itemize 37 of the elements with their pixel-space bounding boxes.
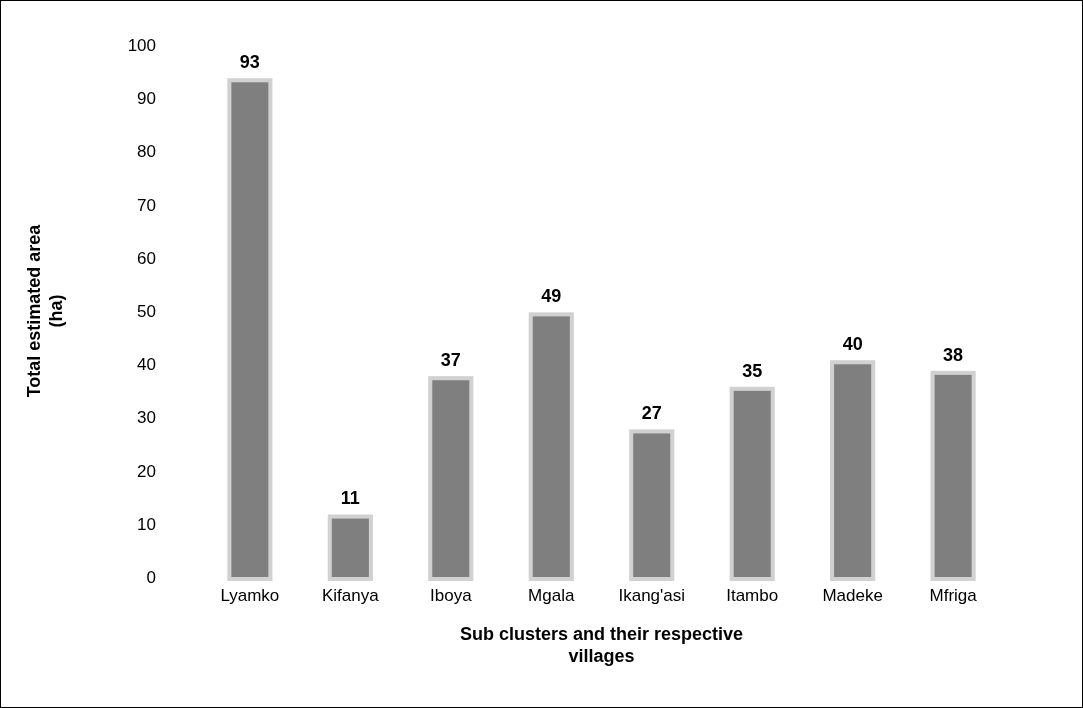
y-tick-label: 80 <box>137 142 156 162</box>
bar <box>331 518 369 577</box>
y-tick-label: 100 <box>127 35 156 55</box>
y-tick-label: 10 <box>137 514 156 534</box>
x-tick-label: Iboya <box>430 586 473 606</box>
data-label: 37 <box>440 350 461 371</box>
y-tick-label: 30 <box>137 408 156 428</box>
bar <box>834 364 872 577</box>
y-tick-label: 90 <box>137 89 156 109</box>
x-tick-label: Lyamko <box>220 586 280 606</box>
x-tick-label: Mgala <box>528 586 575 606</box>
x-axis-title: Sub clusters and their respective villages <box>459 624 744 666</box>
data-label: 49 <box>541 286 562 307</box>
bar <box>532 316 570 577</box>
x-tick-label: Mfriga <box>929 586 978 606</box>
y-tick-label: 50 <box>137 301 156 321</box>
data-label: 35 <box>742 360 763 381</box>
bar <box>633 433 671 577</box>
data-label: 40 <box>842 334 863 355</box>
y-tick-label: 40 <box>137 355 156 375</box>
data-label: 93 <box>239 52 260 73</box>
bar <box>432 380 470 577</box>
y-tick-label: 60 <box>137 248 156 268</box>
x-tick-label: Madeke <box>822 586 883 606</box>
y-tick-label: 0 <box>146 567 156 587</box>
y-axis-title: Total estimated area (ha) <box>24 223 66 398</box>
bar <box>231 82 269 577</box>
data-label: 38 <box>943 344 964 365</box>
y-tick-label: 20 <box>137 461 156 481</box>
x-tick-label: Ikang'asi <box>618 586 686 606</box>
bar <box>733 390 771 577</box>
bar <box>934 374 972 577</box>
x-tick-label: Kifanya <box>321 586 380 606</box>
data-label: 27 <box>641 403 662 424</box>
x-tick-label: Itambo <box>726 586 779 606</box>
y-tick-label: 70 <box>137 195 156 215</box>
data-label: 11 <box>340 488 360 509</box>
